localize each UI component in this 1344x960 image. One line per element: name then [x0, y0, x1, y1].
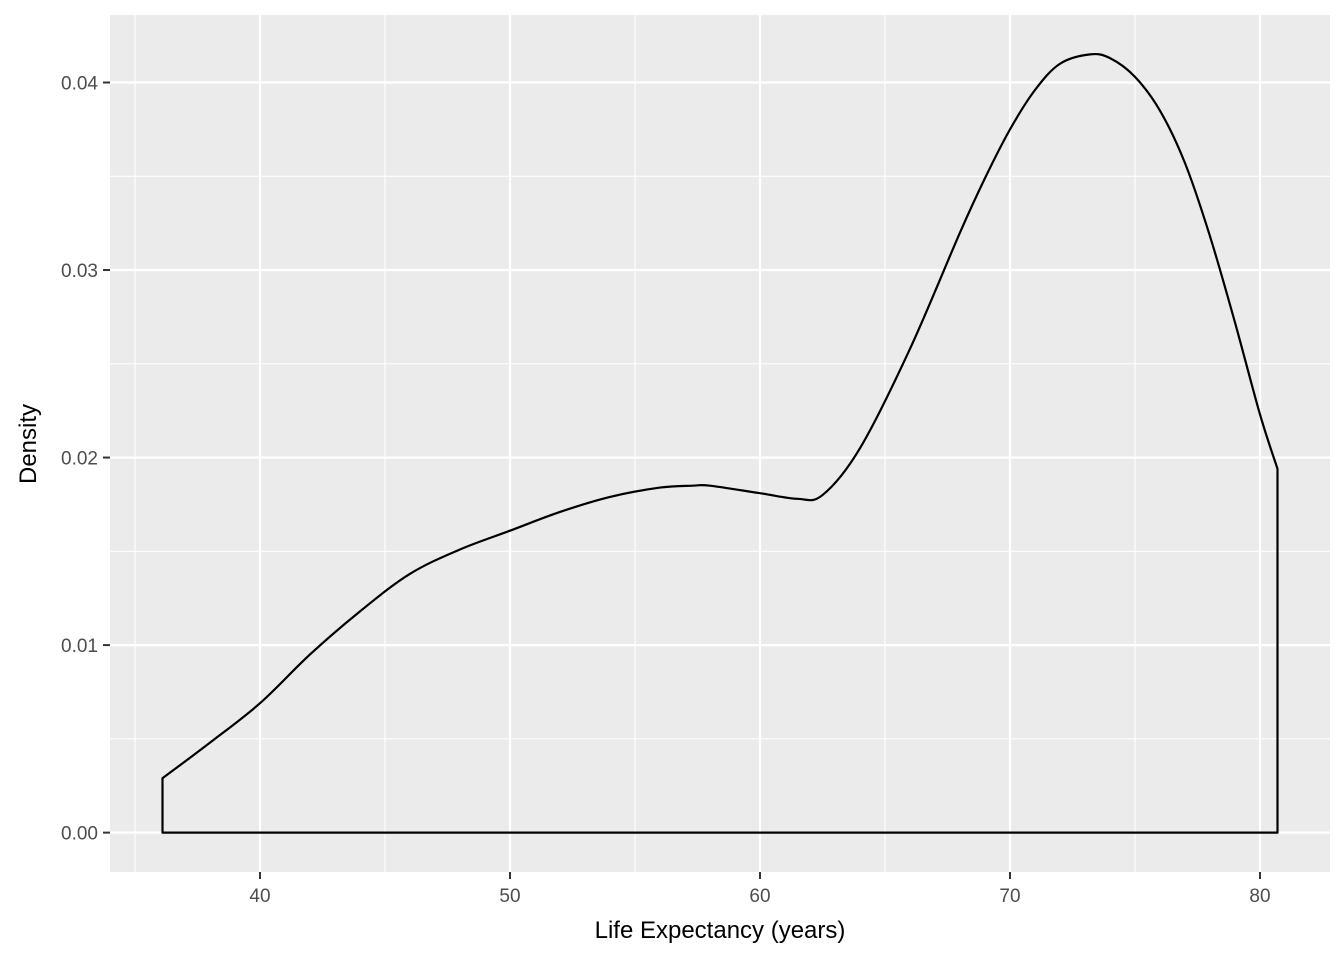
y-tick-label: 0.02 — [61, 449, 98, 470]
y-tick-label: 0.03 — [61, 261, 98, 282]
y-tick-label: 0.04 — [61, 74, 98, 95]
minor-gridlines — [110, 15, 1330, 872]
x-tick-label: 70 — [999, 886, 1020, 907]
x-tick-label: 80 — [1249, 886, 1270, 907]
x-axis: 40 50 60 70 80 — [249, 872, 1271, 907]
y-axis: 0.00 0.01 0.02 0.03 0.04 — [61, 74, 110, 845]
x-axis-title: Life Expectancy (years) — [595, 917, 846, 944]
x-tick-label: 60 — [749, 886, 770, 907]
plot-panel — [110, 15, 1330, 872]
density-curve — [161, 52, 1279, 834]
x-tick-label: 40 — [249, 886, 270, 907]
y-axis-title: Density — [15, 404, 42, 484]
major-gridlines — [110, 15, 1330, 872]
y-tick-label: 0.00 — [61, 824, 98, 845]
x-tick-label: 50 — [499, 886, 520, 907]
y-tick-label: 0.01 — [61, 636, 98, 657]
